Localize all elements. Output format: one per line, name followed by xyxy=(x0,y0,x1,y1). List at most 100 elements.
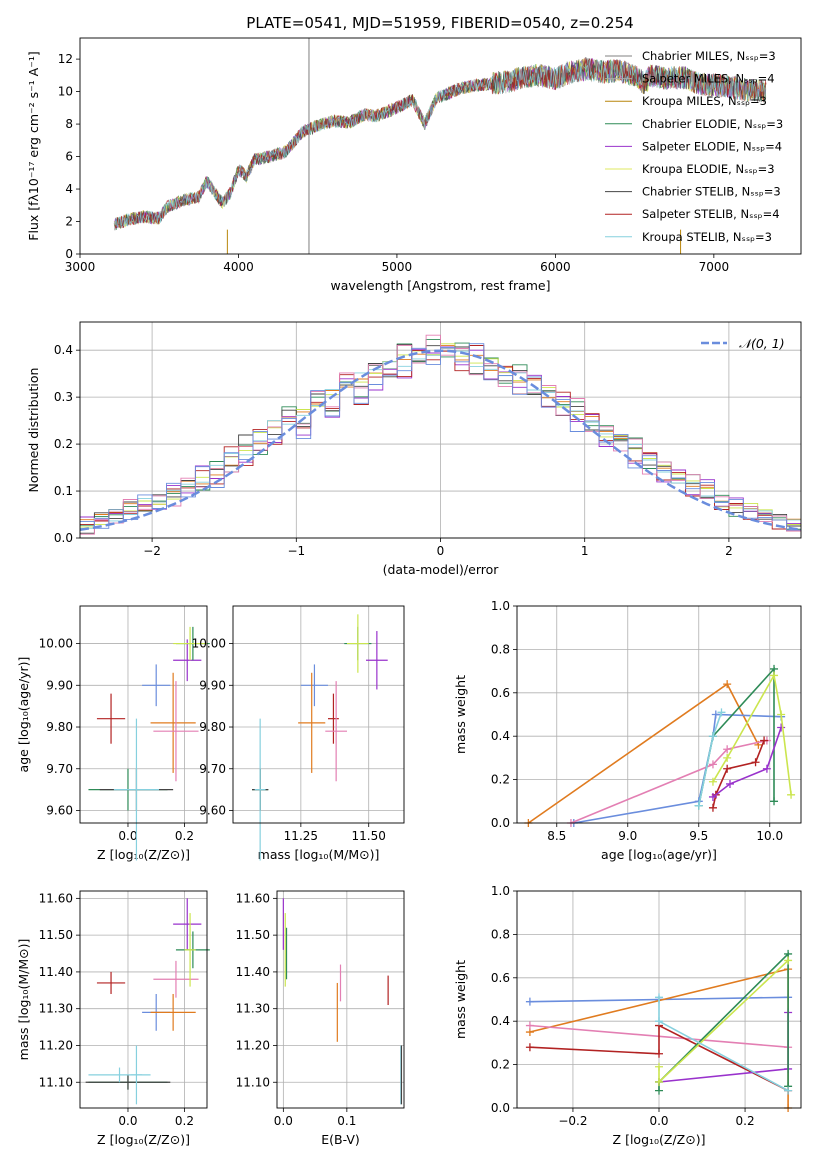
figure-title: PLATE=0541, MJD=51959, FIBERID=0540, z=0… xyxy=(246,14,633,32)
legend-label: Chabrier ELODIE, Nₛₛₚ=3 xyxy=(642,117,783,131)
axes-frame xyxy=(516,605,802,824)
x-axis-label: mass [log₁₀(M/M⊙)] xyxy=(258,847,380,862)
axes-frame xyxy=(232,605,405,824)
panel-spectrum: 3000 4000 5000 6000 7000 0 2 4 6 8 10 12 wavelength … xyxy=(26,37,802,293)
histogram-step xyxy=(80,343,801,531)
plot-area xyxy=(80,334,801,535)
weight-marker xyxy=(655,1017,663,1026)
legend-label: 𝒩(0, 1) xyxy=(739,336,785,351)
panel-massweight_vs_Z: −0.2 0.0 0.2 0.0 0.2 0.4 0.6 0.8 1.0 Z [log₁₀(Z/Z… xyxy=(453,884,802,1147)
legend: Chabrier MILES, Nₛₛₚ=3 Salpeter MILES, Nₛ… xyxy=(605,49,783,244)
weight-marker xyxy=(655,1086,663,1095)
axes-frame xyxy=(276,890,405,1109)
panel-mass_vs_EBV: 0.0 0.1 11.10 11.20 11.30 11.40 11.50 11.60 E(B-… xyxy=(236,890,405,1147)
plot-area xyxy=(252,614,388,861)
x-axis-label: Z [log₁₀(Z/Z⊙)] xyxy=(613,1132,706,1147)
y-tick-label: 9.80 xyxy=(46,720,73,734)
x-tick-label: 0.0 xyxy=(118,1114,137,1128)
error-bar-point xyxy=(325,681,347,782)
error-bar-point xyxy=(254,718,266,861)
weight-marker xyxy=(708,777,717,786)
weight-marker xyxy=(655,1049,663,1058)
y-tick-label: 0.6 xyxy=(491,686,510,700)
x-tick-label: 2 xyxy=(725,544,733,558)
axes-frame xyxy=(516,890,802,1109)
x-tick-label: 3000 xyxy=(65,260,96,274)
y-tick-label: 11.50 xyxy=(236,928,270,942)
weight-marker xyxy=(723,764,732,773)
legend: 𝒩(0, 1) xyxy=(701,336,785,351)
weight-marker xyxy=(525,997,534,1006)
weight-series xyxy=(708,723,786,801)
weight-marker xyxy=(726,779,734,788)
y-tick-label: 0.2 xyxy=(54,437,73,451)
panel-residuals: −2 −1 0 1 2 0.0 0.1 0.2 0.3 0.4 (data-model)/error… xyxy=(26,321,802,577)
y-axis-label: Flux [fλ10⁻¹⁷ erg cm⁻² s⁻¹ A⁻¹] xyxy=(26,51,41,240)
x-tick-label: −1 xyxy=(287,544,305,558)
axes-frame xyxy=(79,605,208,824)
panel-massweight_vs_age: 8.5 9.0 9.5 10.0 0.0 0.2 0.4 0.6 0.8 1.0 age [log₁… xyxy=(453,599,802,862)
panel-mass_vs_Z: 0.0 0.2 11.10 11.20 11.30 11.40 11.50 11.60 Z [l… xyxy=(16,890,210,1147)
x-tick-label: 9.0 xyxy=(618,829,637,843)
x-tick-label: 11.50 xyxy=(352,829,386,843)
error-bar-point xyxy=(153,960,199,998)
y-tick-label: 0.3 xyxy=(54,390,73,404)
y-tick-label: 0.0 xyxy=(491,816,510,830)
y-tick-label: 9.70 xyxy=(46,762,73,776)
error-bar-point xyxy=(153,681,199,782)
y-tick-label: 0.4 xyxy=(54,343,73,357)
legend-label: Salpeter STELIB, Nₛₛₚ=4 xyxy=(642,207,780,221)
y-axis-label: Normed distribution xyxy=(26,368,41,493)
plot-area xyxy=(88,626,210,861)
y-tick-label: 11.20 xyxy=(236,1038,270,1052)
spectrum-lines xyxy=(113,38,767,254)
panel-age_vs_mass: 11.25 11.50 9.60 9.70 9.80 9.90 10.00 mass [log… xyxy=(192,605,405,862)
weight-marker xyxy=(777,723,786,732)
y-tick-label: 0.1 xyxy=(54,484,73,498)
error-bar-point xyxy=(366,631,388,690)
x-axis-label: (data-model)/error xyxy=(383,562,500,577)
error-bar-point xyxy=(142,664,171,707)
y-tick-label: 0.8 xyxy=(491,927,510,941)
plot-area xyxy=(524,664,796,827)
x-tick-label: −2 xyxy=(143,544,161,558)
plot-area xyxy=(282,898,403,1105)
weight-marker xyxy=(760,736,769,745)
y-tick-label: 1.0 xyxy=(491,884,510,898)
y-tick-label: 9.90 xyxy=(199,678,226,692)
weight-marker xyxy=(784,1086,793,1095)
weight-marker xyxy=(784,956,793,965)
plot-area xyxy=(85,898,210,1105)
y-tick-label: 12 xyxy=(58,52,73,66)
weight-line xyxy=(658,951,789,1091)
x-axis-label: age [log₁₀(age/yr)] xyxy=(601,847,717,862)
x-tick-label: 1 xyxy=(581,544,589,558)
y-tick-label: 11.20 xyxy=(39,1038,73,1052)
axes-frame xyxy=(79,890,208,1109)
weight-line xyxy=(712,727,782,798)
error-bar-point xyxy=(85,1074,171,1090)
weight-marker xyxy=(770,671,779,680)
x-tick-label: 5000 xyxy=(382,260,413,274)
histogram-step xyxy=(80,334,801,535)
x-tick-label: 0.0 xyxy=(649,1114,668,1128)
y-tick-label: 11.30 xyxy=(39,1002,73,1016)
x-axis-label: wavelength [Angstrom, rest frame] xyxy=(330,278,550,293)
weight-marker xyxy=(655,1062,663,1071)
y-tick-label: 11.60 xyxy=(236,891,270,905)
x-tick-label: 8.5 xyxy=(547,829,566,843)
y-axis-label: mass weight xyxy=(453,960,468,1039)
x-tick-label: 0.0 xyxy=(274,1114,293,1128)
axes-frame xyxy=(79,321,802,539)
y-tick-label: 11.50 xyxy=(39,928,73,942)
y-tick-label: 0.0 xyxy=(491,1101,510,1115)
x-tick-label: 4000 xyxy=(223,260,254,274)
y-tick-label: 11.10 xyxy=(236,1075,270,1089)
weight-marker xyxy=(655,1077,663,1086)
y-tick-label: 11.40 xyxy=(236,965,270,979)
x-tick-label: 0.2 xyxy=(736,1114,755,1128)
weight-series xyxy=(708,671,796,799)
normal-curve xyxy=(80,349,801,532)
